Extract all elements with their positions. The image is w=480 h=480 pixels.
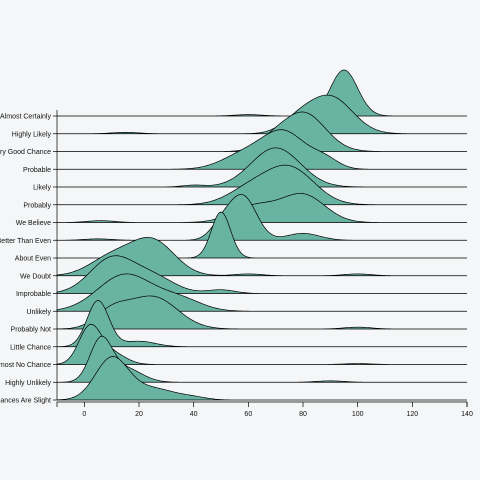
ridge-highly-likely: [57, 94, 467, 135]
y-tick-label: Probably: [23, 202, 51, 209]
x-tick-label: 140: [461, 411, 473, 418]
y-tick-label: Probable: [23, 167, 51, 174]
x-axis-line: [56, 401, 468, 407]
ridge-improbable: [56, 255, 467, 294]
y-tick-label: Likely: [33, 185, 51, 192]
y-tick-label: Almost No Chance: [0, 362, 51, 369]
ridge-we-believe: [56, 193, 467, 223]
y-tick-label: About Even: [15, 256, 51, 263]
ridge-likely: [57, 147, 467, 188]
y-tick-label: Better Than Even: [0, 238, 51, 245]
x-tick-label: 40: [190, 411, 198, 418]
ridge-better-than-even: [56, 194, 467, 241]
y-tick-label: Probably Not: [11, 327, 52, 334]
ridge-almost-certainly: [57, 69, 467, 117]
y-tick-label: We Doubt: [20, 273, 51, 280]
x-tick-label: 0: [82, 411, 86, 418]
y-tick-label: Almost Certainly: [0, 114, 51, 121]
ridges-group: Almost Certainly Highly Likely Very Good C…: [0, 69, 467, 405]
x-tick-label: 120: [406, 411, 418, 418]
ridge-probable: [57, 129, 467, 170]
x-tick-label: 60: [244, 411, 252, 418]
x-axis: 0 20 40 60 80 100 120 140: [56, 401, 473, 418]
y-tick-label: Highly Likely: [12, 131, 52, 138]
x-tick-label: 100: [352, 411, 364, 418]
y-tick-label: Highly Unlikely: [5, 380, 51, 387]
y-tick-label: Chances Are Slight: [0, 398, 51, 405]
ridge-chances-are-slight: [56, 356, 467, 401]
y-tick-label: We Believe: [16, 220, 51, 227]
ridge-we-doubt: [56, 237, 467, 277]
y-tick-label: Improbable: [16, 291, 51, 298]
y-tick-label: Little Chance: [10, 344, 51, 351]
x-tick-label: 20: [135, 411, 143, 418]
ridge-probably: [57, 164, 467, 206]
x-tick-label: 80: [299, 411, 307, 418]
ridge-probably-not: [56, 295, 467, 330]
y-tick-label: Unlikely: [26, 309, 51, 316]
y-tick-label: Very Good Chance: [0, 149, 51, 156]
